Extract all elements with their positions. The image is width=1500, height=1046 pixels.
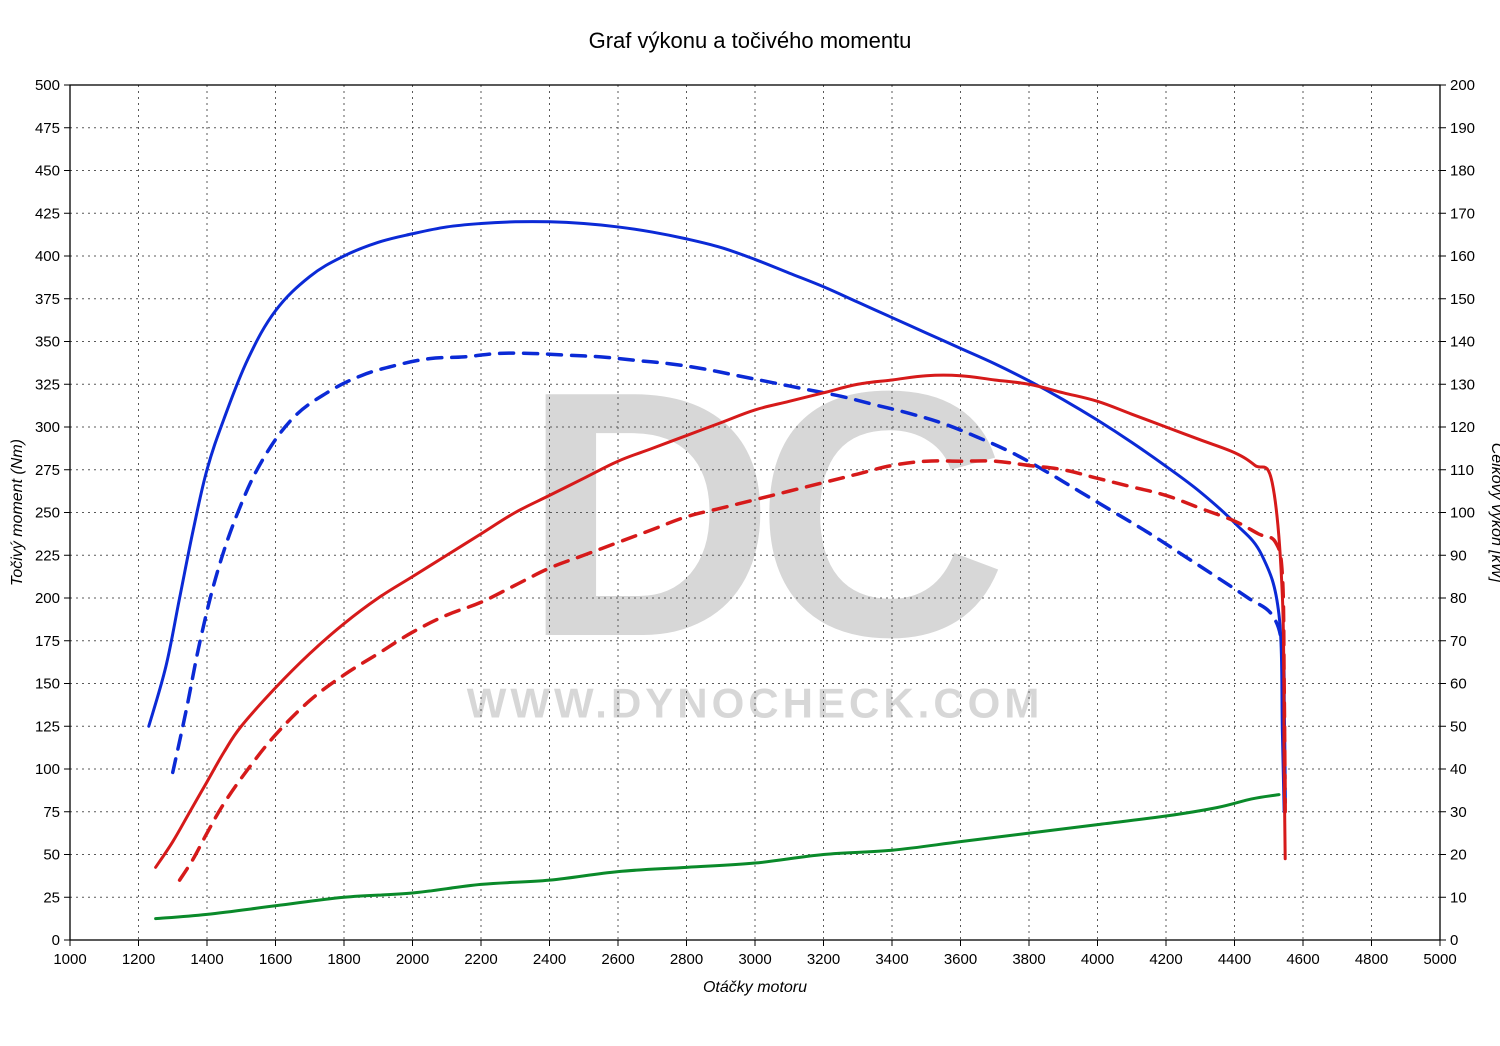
svg-text:140: 140 xyxy=(1450,334,1475,351)
svg-text:5000: 5000 xyxy=(1423,951,1456,968)
svg-text:75: 75 xyxy=(43,804,60,821)
svg-text:275: 275 xyxy=(35,462,60,479)
svg-text:170: 170 xyxy=(1450,205,1475,222)
svg-text:Celkový výkon [kW]: Celkový výkon [kW] xyxy=(1488,443,1500,583)
svg-text:20: 20 xyxy=(1450,847,1467,864)
svg-text:130: 130 xyxy=(1450,376,1475,393)
svg-text:125: 125 xyxy=(35,718,60,735)
svg-text:3200: 3200 xyxy=(807,951,840,968)
svg-text:1400: 1400 xyxy=(190,951,223,968)
svg-text:500: 500 xyxy=(35,77,60,94)
chart-svg: DCWWW.DYNOCHECK.COM100012001400160018002… xyxy=(0,0,1500,1041)
svg-text:1600: 1600 xyxy=(259,951,292,968)
svg-text:90: 90 xyxy=(1450,547,1467,564)
series-loss_power xyxy=(156,795,1279,919)
svg-text:150: 150 xyxy=(35,676,60,693)
svg-text:DC: DC xyxy=(522,319,1001,710)
svg-text:325: 325 xyxy=(35,376,60,393)
svg-text:2200: 2200 xyxy=(464,951,497,968)
svg-text:4200: 4200 xyxy=(1149,951,1182,968)
svg-text:0: 0 xyxy=(1450,932,1458,949)
svg-text:190: 190 xyxy=(1450,120,1475,137)
svg-text:200: 200 xyxy=(35,590,60,607)
svg-text:225: 225 xyxy=(35,547,60,564)
svg-text:50: 50 xyxy=(1450,718,1467,735)
svg-text:180: 180 xyxy=(1450,163,1475,180)
svg-text:110: 110 xyxy=(1450,462,1474,479)
svg-text:10: 10 xyxy=(1450,889,1467,906)
svg-text:4800: 4800 xyxy=(1355,951,1388,968)
svg-text:2400: 2400 xyxy=(533,951,566,968)
svg-text:400: 400 xyxy=(35,248,60,265)
svg-text:250: 250 xyxy=(35,505,60,522)
svg-text:450: 450 xyxy=(35,163,60,180)
svg-text:100: 100 xyxy=(1450,505,1475,522)
svg-text:3400: 3400 xyxy=(875,951,908,968)
svg-text:425: 425 xyxy=(35,205,60,222)
svg-text:4600: 4600 xyxy=(1286,951,1319,968)
svg-text:70: 70 xyxy=(1450,633,1467,650)
svg-text:475: 475 xyxy=(35,120,60,137)
chart-title: Graf výkonu a točivého momentu xyxy=(0,28,1500,54)
svg-text:30: 30 xyxy=(1450,804,1467,821)
svg-text:25: 25 xyxy=(43,889,60,906)
svg-text:175: 175 xyxy=(35,633,60,650)
svg-text:80: 80 xyxy=(1450,590,1467,607)
svg-text:3600: 3600 xyxy=(944,951,977,968)
svg-text:300: 300 xyxy=(35,419,60,436)
svg-text:2000: 2000 xyxy=(396,951,429,968)
svg-text:50: 50 xyxy=(43,847,60,864)
svg-text:Točivý moment (Nm): Točivý moment (Nm) xyxy=(9,439,26,586)
svg-text:4400: 4400 xyxy=(1218,951,1251,968)
svg-text:100: 100 xyxy=(35,761,60,778)
svg-text:1800: 1800 xyxy=(327,951,360,968)
svg-text:160: 160 xyxy=(1450,248,1475,265)
svg-text:1200: 1200 xyxy=(122,951,155,968)
svg-text:3000: 3000 xyxy=(738,951,771,968)
svg-text:Otáčky motoru: Otáčky motoru xyxy=(703,979,807,996)
svg-text:2800: 2800 xyxy=(670,951,703,968)
dyno-chart: Graf výkonu a točivého momentu DCWWW.DYN… xyxy=(0,0,1500,1041)
svg-text:200: 200 xyxy=(1450,77,1475,94)
svg-text:0: 0 xyxy=(52,932,60,949)
svg-text:1000: 1000 xyxy=(53,951,86,968)
svg-text:350: 350 xyxy=(35,334,60,351)
svg-text:40: 40 xyxy=(1450,761,1467,778)
svg-text:60: 60 xyxy=(1450,676,1467,693)
svg-text:120: 120 xyxy=(1450,419,1475,436)
svg-text:2600: 2600 xyxy=(601,951,634,968)
svg-text:375: 375 xyxy=(35,291,60,308)
svg-text:150: 150 xyxy=(1450,291,1475,308)
svg-text:3800: 3800 xyxy=(1012,951,1045,968)
svg-text:4000: 4000 xyxy=(1081,951,1114,968)
